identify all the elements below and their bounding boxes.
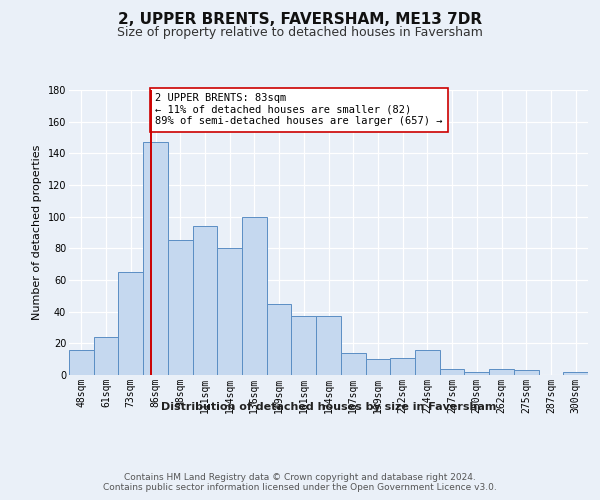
Text: 2 UPPER BRENTS: 83sqm
← 11% of detached houses are smaller (82)
89% of semi-deta: 2 UPPER BRENTS: 83sqm ← 11% of detached … xyxy=(155,93,443,126)
Bar xyxy=(316,316,341,375)
Bar xyxy=(489,368,514,375)
Bar xyxy=(217,248,242,375)
Text: Size of property relative to detached houses in Faversham: Size of property relative to detached ho… xyxy=(117,26,483,39)
Bar xyxy=(94,337,118,375)
Bar xyxy=(118,272,143,375)
Bar xyxy=(514,370,539,375)
Text: Distribution of detached houses by size in Faversham: Distribution of detached houses by size … xyxy=(161,402,496,412)
Bar xyxy=(242,216,267,375)
Bar xyxy=(365,359,390,375)
Bar xyxy=(69,350,94,375)
Bar xyxy=(292,316,316,375)
Bar xyxy=(143,142,168,375)
Y-axis label: Number of detached properties: Number of detached properties xyxy=(32,145,42,320)
Bar xyxy=(415,350,440,375)
Bar xyxy=(267,304,292,375)
Bar xyxy=(193,226,217,375)
Bar xyxy=(563,372,588,375)
Bar xyxy=(390,358,415,375)
Bar xyxy=(440,368,464,375)
Text: 2, UPPER BRENTS, FAVERSHAM, ME13 7DR: 2, UPPER BRENTS, FAVERSHAM, ME13 7DR xyxy=(118,12,482,28)
Text: Contains HM Land Registry data © Crown copyright and database right 2024.
Contai: Contains HM Land Registry data © Crown c… xyxy=(103,473,497,492)
Bar xyxy=(168,240,193,375)
Bar xyxy=(464,372,489,375)
Bar xyxy=(341,353,365,375)
